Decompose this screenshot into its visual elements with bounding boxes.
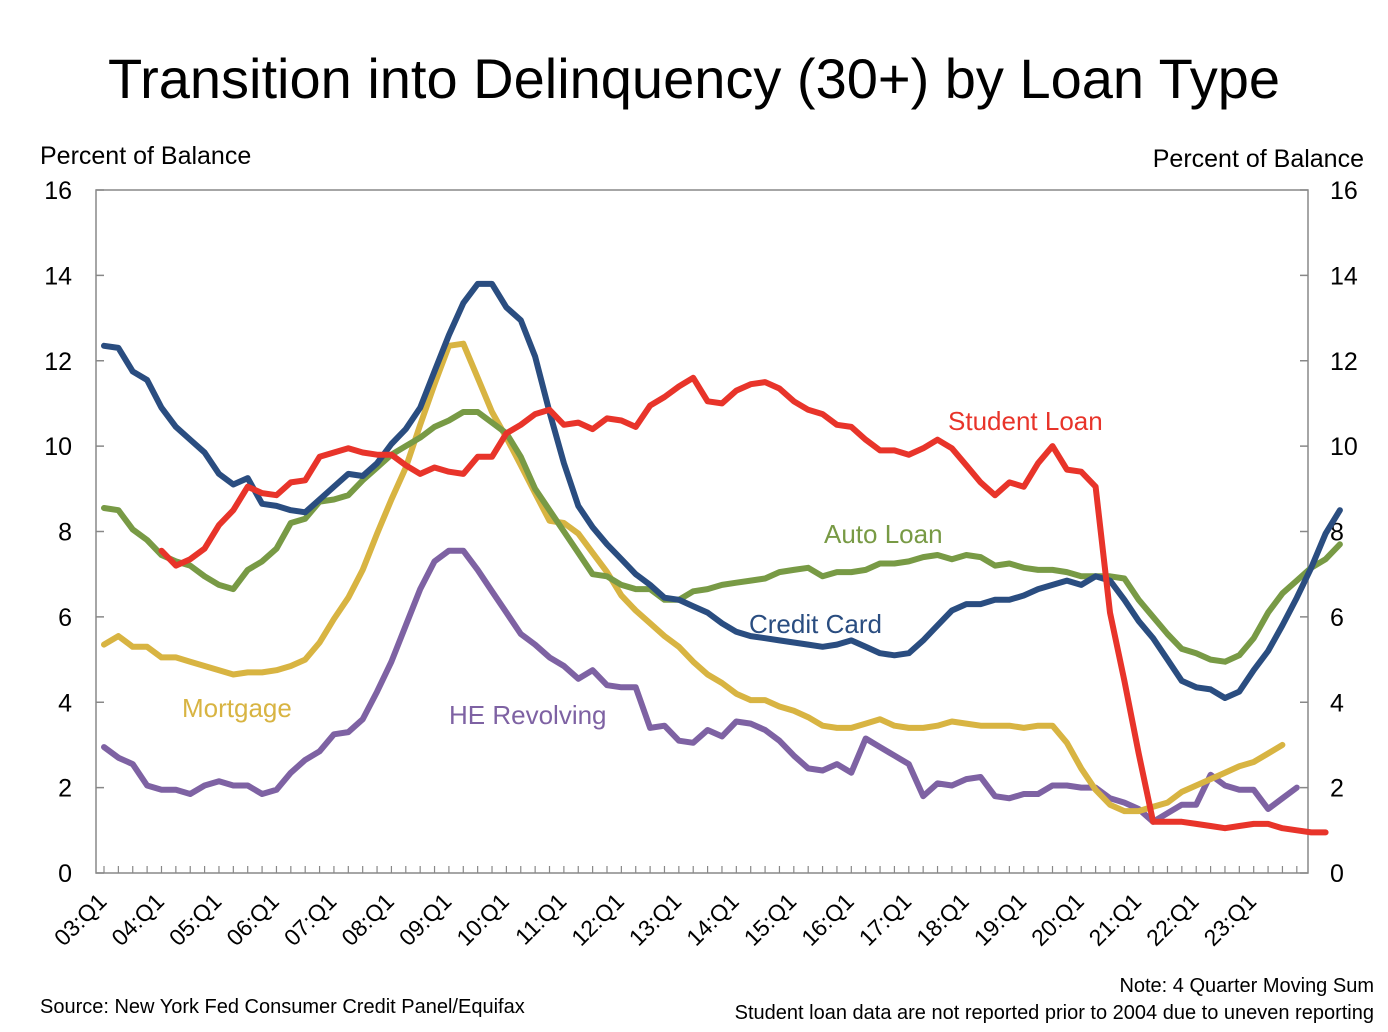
series-label-auto-loan: Auto Loan — [824, 519, 943, 549]
x-tick-label: 19:Q1 — [969, 888, 1032, 951]
series-label-credit-card: Credit Card — [749, 609, 882, 639]
x-tick-label: 15:Q1 — [739, 888, 802, 951]
series-label-mortgage: Mortgage — [182, 693, 292, 723]
y-tick-label-left: 14 — [44, 262, 72, 290]
x-tick-label: 16:Q1 — [796, 888, 859, 951]
series-line-student-loan — [158, 374, 1329, 836]
y-tick-label-left: 2 — [58, 775, 72, 803]
y-tick-label-left: 8 — [58, 519, 72, 547]
series-line-auto-loan — [101, 409, 1343, 665]
y-tick-label-left: 10 — [44, 433, 72, 461]
y-tick-label-right: 14 — [1330, 262, 1358, 290]
x-tick-label: 22:Q1 — [1141, 888, 1204, 951]
x-tick-label: 21:Q1 — [1084, 888, 1147, 951]
student-loan-note: Student loan data are not reported prior… — [734, 1002, 1374, 1024]
series-line-mortgage — [101, 340, 1286, 815]
x-tick-label: 10:Q1 — [451, 888, 514, 951]
x-tick-label: 14:Q1 — [681, 888, 744, 951]
x-tick-label: 08:Q1 — [336, 888, 399, 951]
y-tick-label-right: 4 — [1330, 689, 1344, 717]
x-tick-label: 13:Q1 — [624, 888, 687, 951]
x-tick-label: 06:Q1 — [221, 888, 284, 951]
series-label-student-loan: Student Loan — [948, 406, 1103, 436]
source-note: Source: New York Fed Consumer Credit Pan… — [40, 996, 525, 1018]
plot-frame — [95, 189, 1309, 874]
series-line-credit-card — [101, 280, 1343, 701]
y-tick-label-right: 10 — [1330, 433, 1358, 461]
x-tick-label: 18:Q1 — [911, 888, 974, 951]
y-tick-label-left: 12 — [44, 348, 72, 376]
x-tick-label: 20:Q1 — [1026, 888, 1089, 951]
x-tick-label: 03:Q1 — [49, 888, 112, 951]
chart-title: Transition into Delinquency (30+) by Loa… — [107, 47, 1281, 110]
y-tick-label-right: 2 — [1330, 775, 1344, 803]
x-tick-label: 07:Q1 — [279, 888, 342, 951]
x-tick-label: 12:Q1 — [566, 888, 629, 951]
x-tick-label: 09:Q1 — [394, 888, 457, 951]
x-tick-label: 11:Q1 — [510, 888, 571, 949]
y-tick-label-left: 6 — [58, 604, 72, 632]
y-tick-label-right: 0 — [1330, 860, 1344, 888]
moving-sum-note: Note: 4 Quarter Moving Sum — [1119, 975, 1374, 997]
chart-series-labels: Student Loan Auto Loan Credit Card Mortgage… — [182, 406, 1103, 730]
right-axis-title: Percent of Balance — [1152, 145, 1364, 173]
chart-series — [101, 280, 1343, 836]
left-axis-title: Percent of Balance — [40, 142, 252, 170]
y-tick-label-left: 4 — [58, 689, 72, 717]
y-tick-label-right: 6 — [1330, 604, 1344, 632]
y-tick-label-right: 16 — [1330, 177, 1358, 205]
x-tick-label: 04:Q1 — [106, 888, 169, 951]
y-tick-label-left: 0 — [58, 860, 72, 888]
x-tick-label: 23:Q1 — [1199, 888, 1262, 951]
x-tick-label: 05:Q1 — [164, 888, 227, 951]
x-tick-label: 17:Q1 — [854, 888, 917, 951]
series-label-he-revolving: HE Revolving — [449, 700, 607, 730]
y-tick-label-right: 12 — [1330, 348, 1358, 376]
y-tick-label-left: 16 — [44, 177, 72, 205]
